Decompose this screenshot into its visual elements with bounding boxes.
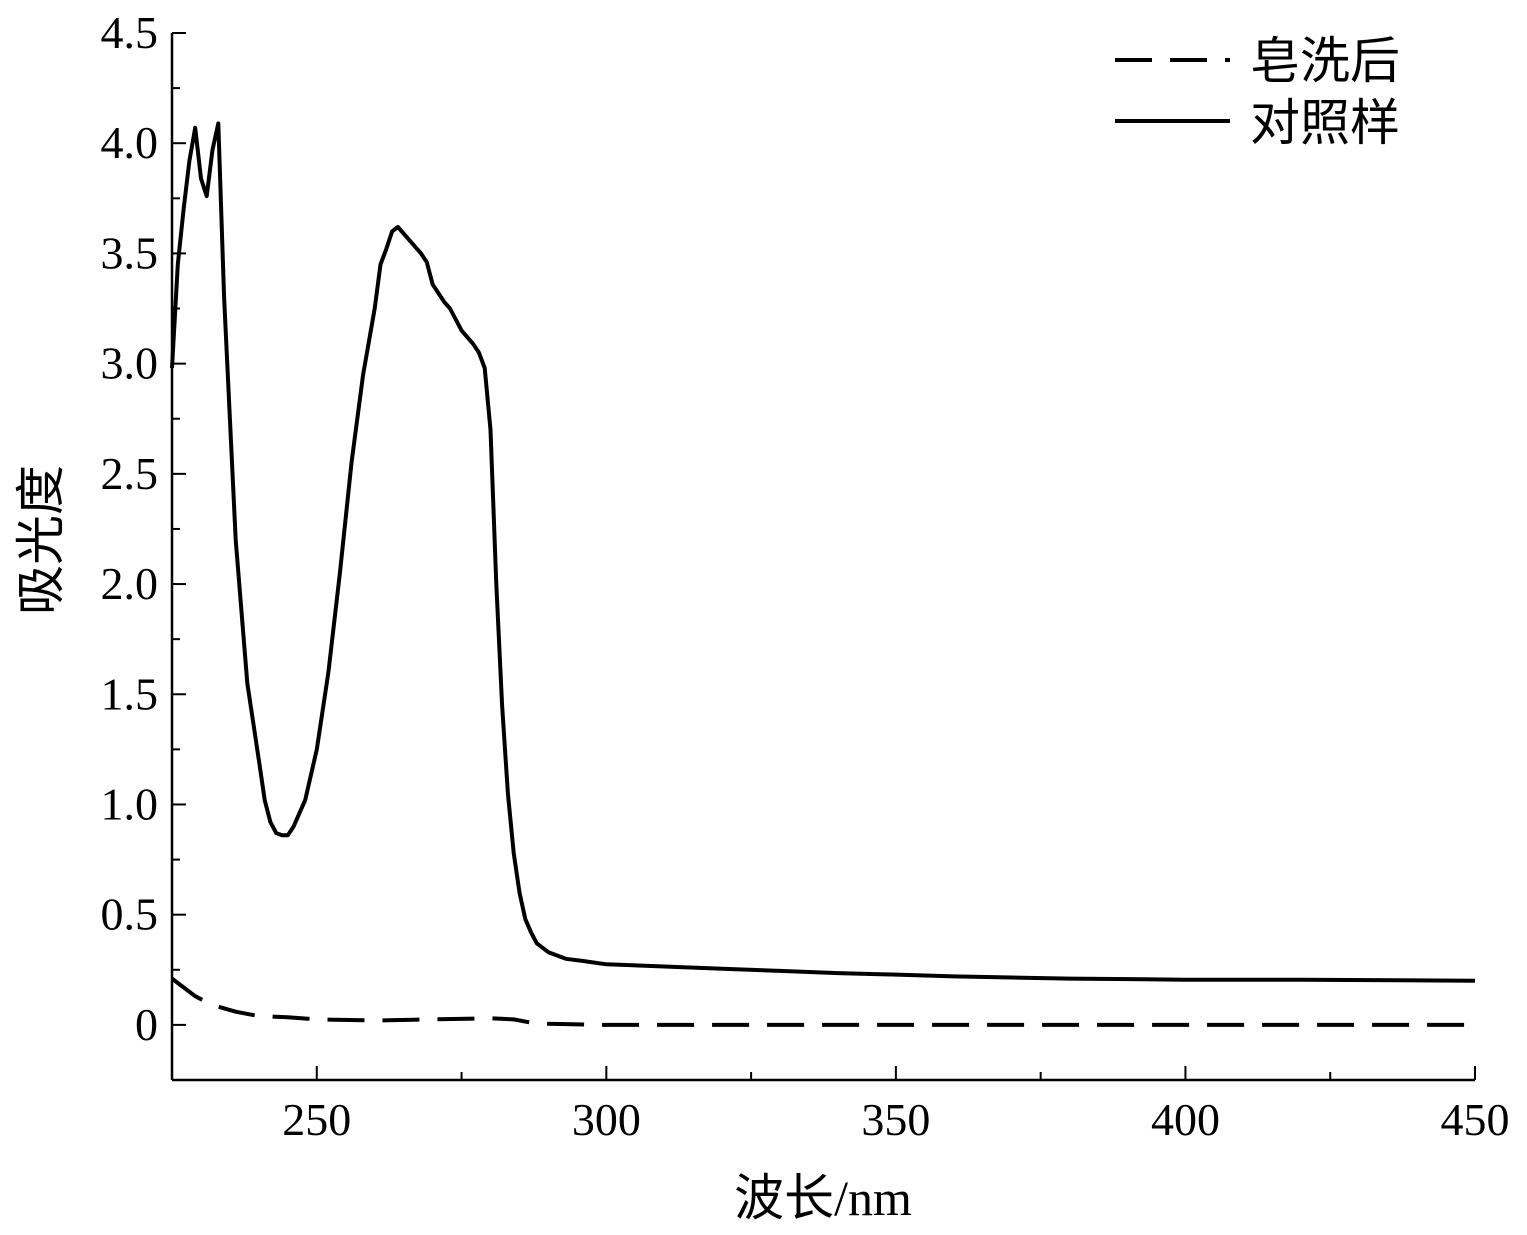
series-line-soaped: [170, 977, 1475, 1027]
x-ticks: 250 300 350 400 450: [282, 1066, 1510, 1145]
x-tick-label: 400: [1151, 1094, 1220, 1145]
y-ticks: 0 0.5 1.0 1.5 2.0 2.5 3.0 3.5 4.0 4.5: [101, 7, 186, 1050]
y-tick-label: 1.0: [101, 778, 159, 829]
legend: 皂洗后 对照样: [1115, 33, 1400, 151]
x-tick-label: 350: [861, 1094, 930, 1145]
legend-label-control: 对照样: [1250, 95, 1400, 151]
x-tick-label: 250: [282, 1094, 351, 1145]
axes: [170, 33, 1475, 1082]
x-tick-label: 300: [572, 1094, 641, 1145]
series-layer: [170, 121, 1476, 1027]
y-tick-label: 0: [135, 999, 158, 1050]
y-tick-label: 1.5: [101, 668, 159, 719]
y-axis-title: 吸光度: [13, 465, 69, 615]
y-tick-label: 4.0: [101, 117, 159, 168]
x-tick-label: 450: [1441, 1094, 1510, 1145]
y-tick-label: 4.5: [101, 7, 159, 58]
y-tick-label: 3.0: [101, 338, 159, 389]
x-axis-title: 波长/nm: [734, 1170, 912, 1226]
y-tick-label: 2.5: [101, 448, 159, 499]
series-line-control: [170, 121, 1476, 983]
y-tick-label: 0.5: [101, 889, 159, 940]
legend-label-soaped: 皂洗后: [1250, 33, 1400, 89]
y-tick-label: 3.5: [101, 227, 159, 278]
y-tick-label: 2.0: [101, 558, 159, 609]
